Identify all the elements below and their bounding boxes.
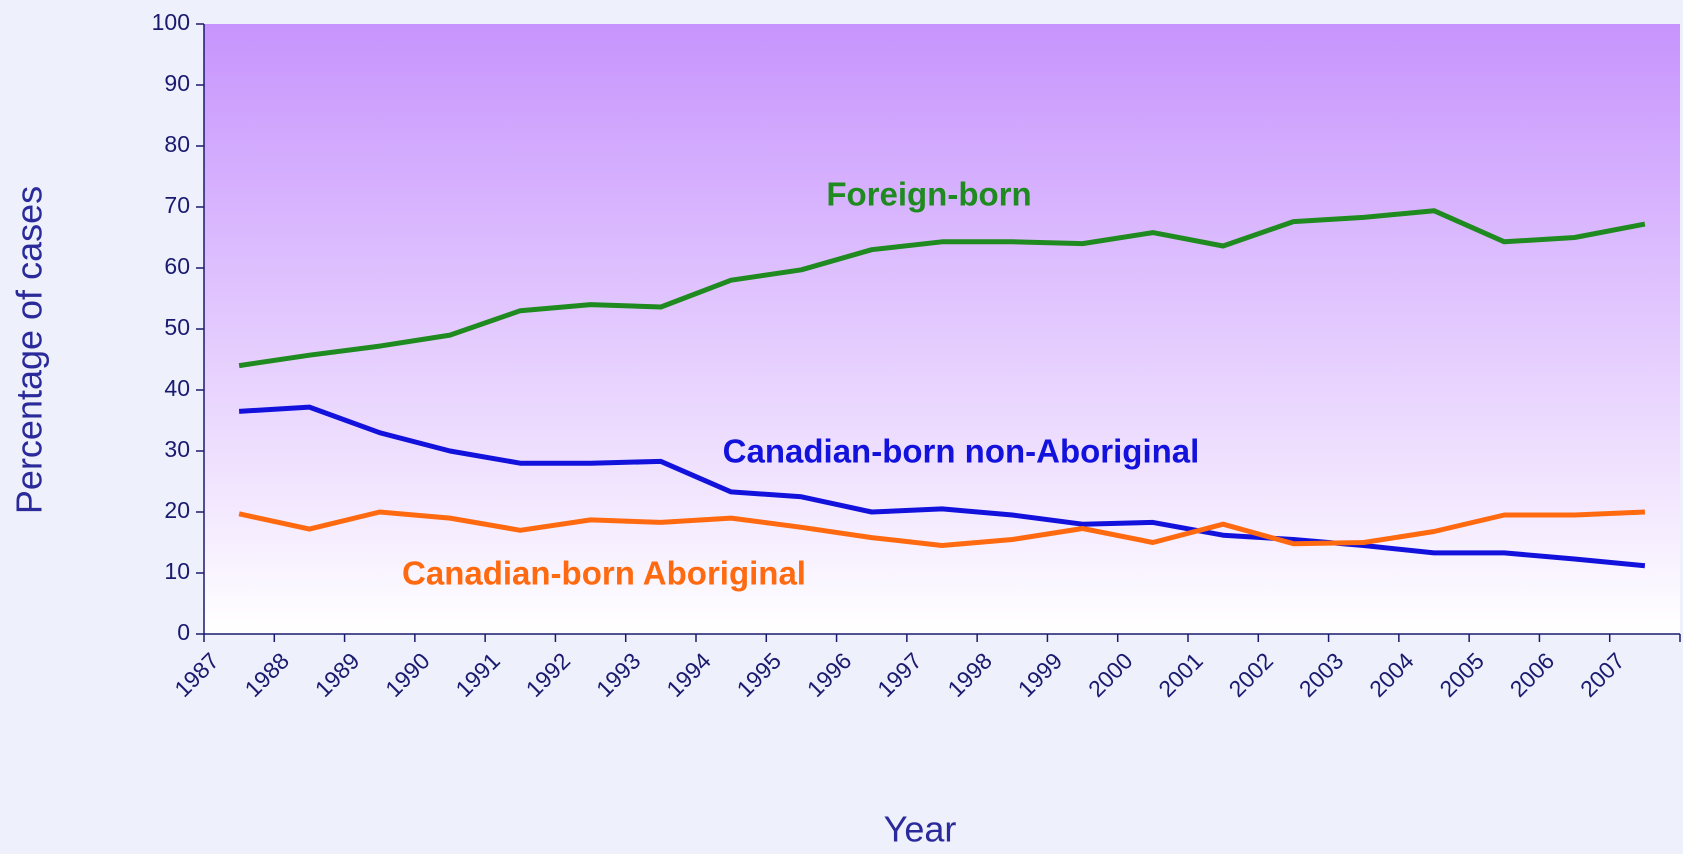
series-line: [238, 208, 1646, 369]
x-tick-label: 1998: [942, 647, 997, 702]
y-tick-label: 90: [164, 70, 190, 96]
x-tick-label: 2000: [1083, 647, 1138, 702]
x-tick-label: 1991: [450, 647, 505, 702]
x-tick-label: 2003: [1294, 647, 1349, 702]
series-name: Canadian-born Aboriginal: [402, 555, 806, 592]
x-tick-label: 1987: [169, 647, 224, 702]
x-tick-label: 2007: [1575, 647, 1630, 702]
series-name: Canadian-born non-Aboriginal: [723, 433, 1200, 470]
y-tick-label: 0: [177, 619, 190, 645]
y-tick-label: 100: [152, 9, 190, 35]
y-tick-label: 10: [164, 558, 190, 584]
y-axis-title: Percentage of cases: [9, 186, 50, 514]
x-tick-label: 1999: [1013, 647, 1068, 702]
x-tick-label: 1997: [872, 647, 927, 702]
x-tick-label: 1988: [240, 647, 295, 702]
x-tick-label: 2001: [1153, 647, 1208, 702]
y-tick-label: 20: [164, 497, 190, 523]
x-axis-title: Year: [884, 809, 957, 850]
plot-area: [204, 24, 1680, 634]
x-tick-label: 1996: [802, 647, 857, 702]
series-line: [238, 404, 1646, 569]
x-tick-label: 1995: [732, 647, 787, 702]
series-line: [238, 509, 1646, 548]
y-tick-label: 80: [164, 131, 190, 157]
y-tick-label: 50: [164, 314, 190, 340]
x-tick-label: 1990: [380, 647, 435, 702]
x-tick-label: 2005: [1434, 647, 1489, 702]
y-tick-label: 40: [164, 375, 190, 401]
series-name: Foreign-born: [826, 176, 1031, 213]
y-tick-label: 70: [164, 192, 190, 218]
y-tick-label: 30: [164, 436, 190, 462]
y-tick-label: 60: [164, 253, 190, 279]
x-tick-label: 2006: [1505, 647, 1560, 702]
x-tick-label: 1994: [661, 647, 716, 702]
x-tick-label: 2002: [1224, 647, 1279, 702]
x-tick-label: 1993: [591, 647, 646, 702]
x-tick-label: 1992: [521, 647, 576, 702]
x-tick-label: 2004: [1364, 647, 1419, 702]
x-tick-label: 1989: [310, 647, 365, 702]
